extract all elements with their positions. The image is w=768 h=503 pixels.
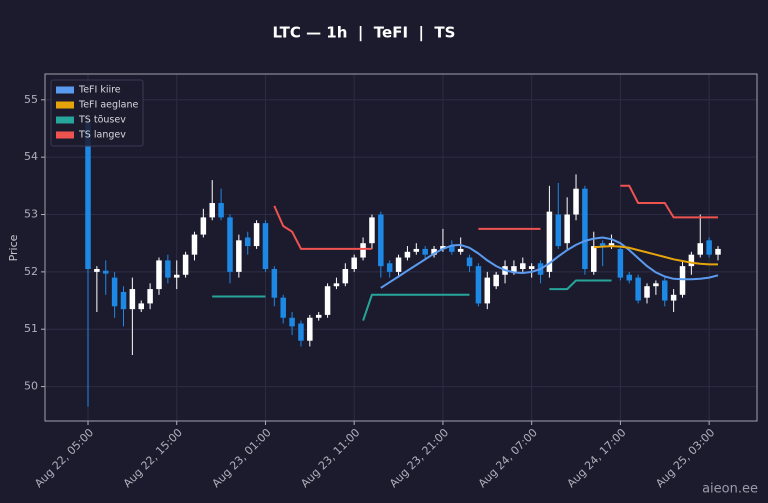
candle-body [315,314,322,318]
candle-body [413,248,420,252]
candle-body [138,303,144,310]
candle-body [120,291,127,310]
candle-body [165,260,171,278]
candle-body [182,254,189,275]
indicator-line [593,245,718,266]
candle-body [378,214,384,267]
candle-body [147,289,153,304]
candle-body [333,283,340,287]
candle-body [688,254,695,267]
candle-body [191,234,198,255]
candle-body [484,277,491,304]
candle-body [599,243,606,247]
candle-body [706,240,712,255]
candle-body [555,214,562,247]
candle-body [564,214,570,244]
legend-label: TeFI aeglane [78,100,138,111]
candle-body [608,243,615,247]
candle-body [253,223,260,247]
candle-body [85,122,91,270]
candle-body [697,243,704,255]
candle-body [475,266,482,304]
candle-body [511,266,517,272]
candle-body [635,277,641,301]
candle-body [582,188,588,270]
candle-body [369,217,375,244]
legend-label: TeFI kiire [78,85,121,96]
candle-body [644,286,650,298]
legend-label: TS langev [78,130,126,141]
legend-box [50,79,144,147]
candle-body [307,317,313,341]
candle-body [298,323,304,341]
indicator-line [380,236,719,289]
y-tick-label: 52 [24,265,38,278]
candle-body [111,277,118,307]
candle-body [236,240,242,272]
indicator-line [212,279,612,321]
candle-body [679,266,686,295]
candle-body [670,294,677,301]
candle-body [493,274,499,287]
candle-body [573,188,579,215]
candle-body [129,289,136,310]
candle-body [360,243,366,258]
candle-body [466,257,473,267]
candle-body [289,317,295,327]
y-axis-label: Price [7,234,20,261]
candle-body [395,257,402,272]
candle-body [280,297,286,318]
candle-body [102,270,109,274]
candle-body [457,248,464,252]
legend-swatch [56,101,74,109]
candle-body [324,286,331,315]
candle-body [209,203,215,218]
candle-body [617,248,624,278]
candle-body [386,263,393,272]
candle-body [244,237,251,247]
candle-body [262,223,269,270]
candle-body [351,257,357,270]
candle-body [342,269,349,284]
candle-body [173,274,180,278]
candle-body [591,246,597,272]
candle-body [528,266,535,270]
candle-body [440,246,446,249]
candle-body [653,283,659,287]
candle-body [662,280,668,301]
candle-body [271,269,278,298]
candle-body [422,248,428,255]
candle-body [520,263,526,270]
candle-body [715,248,721,255]
candle-body [404,251,411,258]
candle-body [546,211,553,272]
legend-swatch [56,116,74,124]
y-tick-label: 53 [24,208,38,221]
y-tick-label: 54 [24,150,38,163]
candle-body [449,246,455,252]
y-tick-label: 55 [24,93,38,106]
plot-frame [44,73,758,422]
chart-title: LTC — 1h | TeFI | TS [273,24,456,43]
indicator-line [273,184,718,250]
legend-swatch [56,131,74,139]
candle-body [156,260,162,290]
y-tick-label: 51 [24,322,38,335]
candle-body [94,269,100,272]
candle-body [626,274,633,281]
candle-body [227,217,233,272]
candle-body [218,203,224,218]
legend-swatch [56,86,74,94]
legend-label: TS tõusev [78,115,126,126]
candle-body [431,248,437,255]
y-tick-label: 50 [24,380,38,393]
watermark: aieon.ee [702,482,758,497]
candle-body [200,217,207,235]
